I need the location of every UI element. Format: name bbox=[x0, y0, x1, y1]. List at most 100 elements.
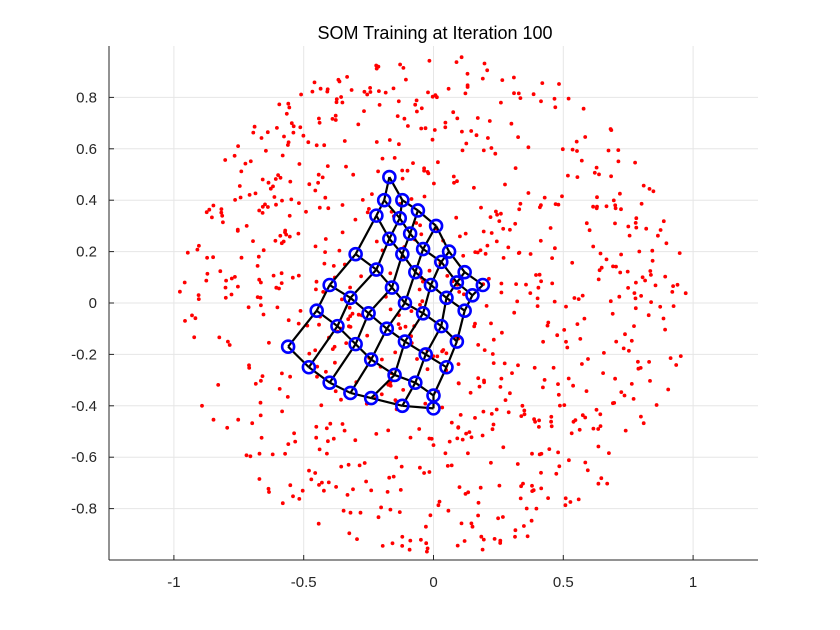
data-point bbox=[437, 499, 442, 504]
som-edge bbox=[463, 294, 474, 312]
data-point bbox=[517, 207, 522, 212]
data-point bbox=[277, 286, 281, 291]
som-edge bbox=[386, 327, 406, 343]
data-point bbox=[376, 515, 381, 520]
data-point bbox=[325, 451, 329, 456]
data-point bbox=[539, 99, 543, 104]
data-point bbox=[432, 128, 437, 132]
som-edge bbox=[401, 382, 417, 407]
data-point bbox=[516, 363, 520, 368]
data-point bbox=[549, 419, 553, 424]
data-point bbox=[515, 462, 520, 466]
data-point bbox=[545, 323, 550, 328]
data-point bbox=[674, 363, 679, 367]
data-point bbox=[611, 198, 616, 203]
data-point bbox=[465, 83, 470, 88]
data-point bbox=[598, 251, 603, 256]
data-point bbox=[266, 205, 270, 209]
data-point bbox=[634, 280, 638, 285]
data-point bbox=[340, 100, 345, 105]
data-point bbox=[633, 296, 638, 301]
som-neuron bbox=[309, 303, 324, 319]
som-edge bbox=[315, 284, 331, 312]
data-point bbox=[333, 360, 337, 365]
data-point bbox=[663, 327, 667, 332]
som-edge bbox=[336, 325, 357, 345]
data-point bbox=[596, 444, 601, 449]
data-point bbox=[306, 140, 311, 145]
data-point bbox=[200, 403, 204, 408]
data-point bbox=[647, 187, 652, 191]
data-point bbox=[317, 120, 322, 125]
data-point bbox=[408, 538, 413, 543]
data-point bbox=[547, 447, 552, 451]
data-point bbox=[515, 299, 520, 304]
data-point bbox=[340, 230, 345, 235]
data-point bbox=[239, 255, 244, 260]
data-point bbox=[364, 479, 368, 484]
data-point bbox=[236, 144, 241, 149]
data-point bbox=[235, 229, 240, 233]
data-point bbox=[341, 508, 346, 513]
data-point bbox=[334, 100, 339, 105]
data-point bbox=[374, 66, 379, 71]
data-point bbox=[317, 116, 321, 121]
data-point bbox=[323, 237, 328, 241]
data-point bbox=[398, 62, 402, 67]
data-point bbox=[398, 488, 403, 492]
data-point bbox=[671, 304, 676, 308]
data-point bbox=[649, 300, 653, 304]
grid-lines bbox=[109, 46, 758, 560]
som-edge bbox=[401, 233, 412, 255]
data-point bbox=[502, 361, 507, 366]
data-point bbox=[267, 490, 271, 494]
data-point bbox=[325, 164, 330, 169]
data-point bbox=[271, 184, 275, 189]
data-point bbox=[516, 91, 521, 96]
data-point bbox=[317, 205, 322, 210]
data-point bbox=[440, 405, 445, 410]
som-edge bbox=[367, 312, 388, 330]
som-edge bbox=[307, 325, 339, 368]
data-point bbox=[591, 426, 596, 431]
data-point bbox=[347, 324, 351, 329]
data-point bbox=[513, 534, 517, 539]
som-edge bbox=[425, 353, 448, 369]
som-edge bbox=[398, 200, 404, 219]
data-point bbox=[419, 537, 423, 542]
som-neuron bbox=[433, 254, 449, 270]
data-point bbox=[334, 485, 338, 489]
data-point bbox=[312, 80, 317, 85]
data-point bbox=[435, 354, 440, 359]
data-point bbox=[397, 510, 402, 514]
data-point bbox=[473, 321, 477, 326]
data-point bbox=[280, 198, 284, 203]
data-point bbox=[650, 248, 655, 253]
data-point bbox=[260, 374, 265, 378]
data-point bbox=[260, 204, 265, 209]
som-neuron bbox=[415, 241, 431, 257]
data-point bbox=[633, 160, 637, 165]
som-edge bbox=[383, 176, 391, 201]
data-point bbox=[333, 389, 338, 394]
data-point bbox=[623, 428, 628, 433]
data-point bbox=[580, 293, 585, 298]
data-point bbox=[551, 365, 556, 370]
data-point bbox=[456, 425, 461, 430]
data-point bbox=[518, 496, 523, 501]
data-point bbox=[629, 382, 634, 386]
data-point bbox=[625, 269, 630, 274]
data-point bbox=[556, 450, 560, 455]
data-point bbox=[316, 172, 321, 177]
data-point bbox=[484, 304, 489, 308]
data-point bbox=[387, 475, 392, 480]
som-edge bbox=[336, 297, 352, 327]
data-point bbox=[347, 531, 352, 536]
data-point bbox=[491, 361, 496, 365]
data-point bbox=[339, 464, 344, 469]
data-point bbox=[279, 271, 284, 276]
som-edge bbox=[391, 286, 406, 304]
data-point bbox=[592, 170, 597, 175]
data-point bbox=[291, 494, 295, 499]
data-point bbox=[634, 225, 639, 230]
